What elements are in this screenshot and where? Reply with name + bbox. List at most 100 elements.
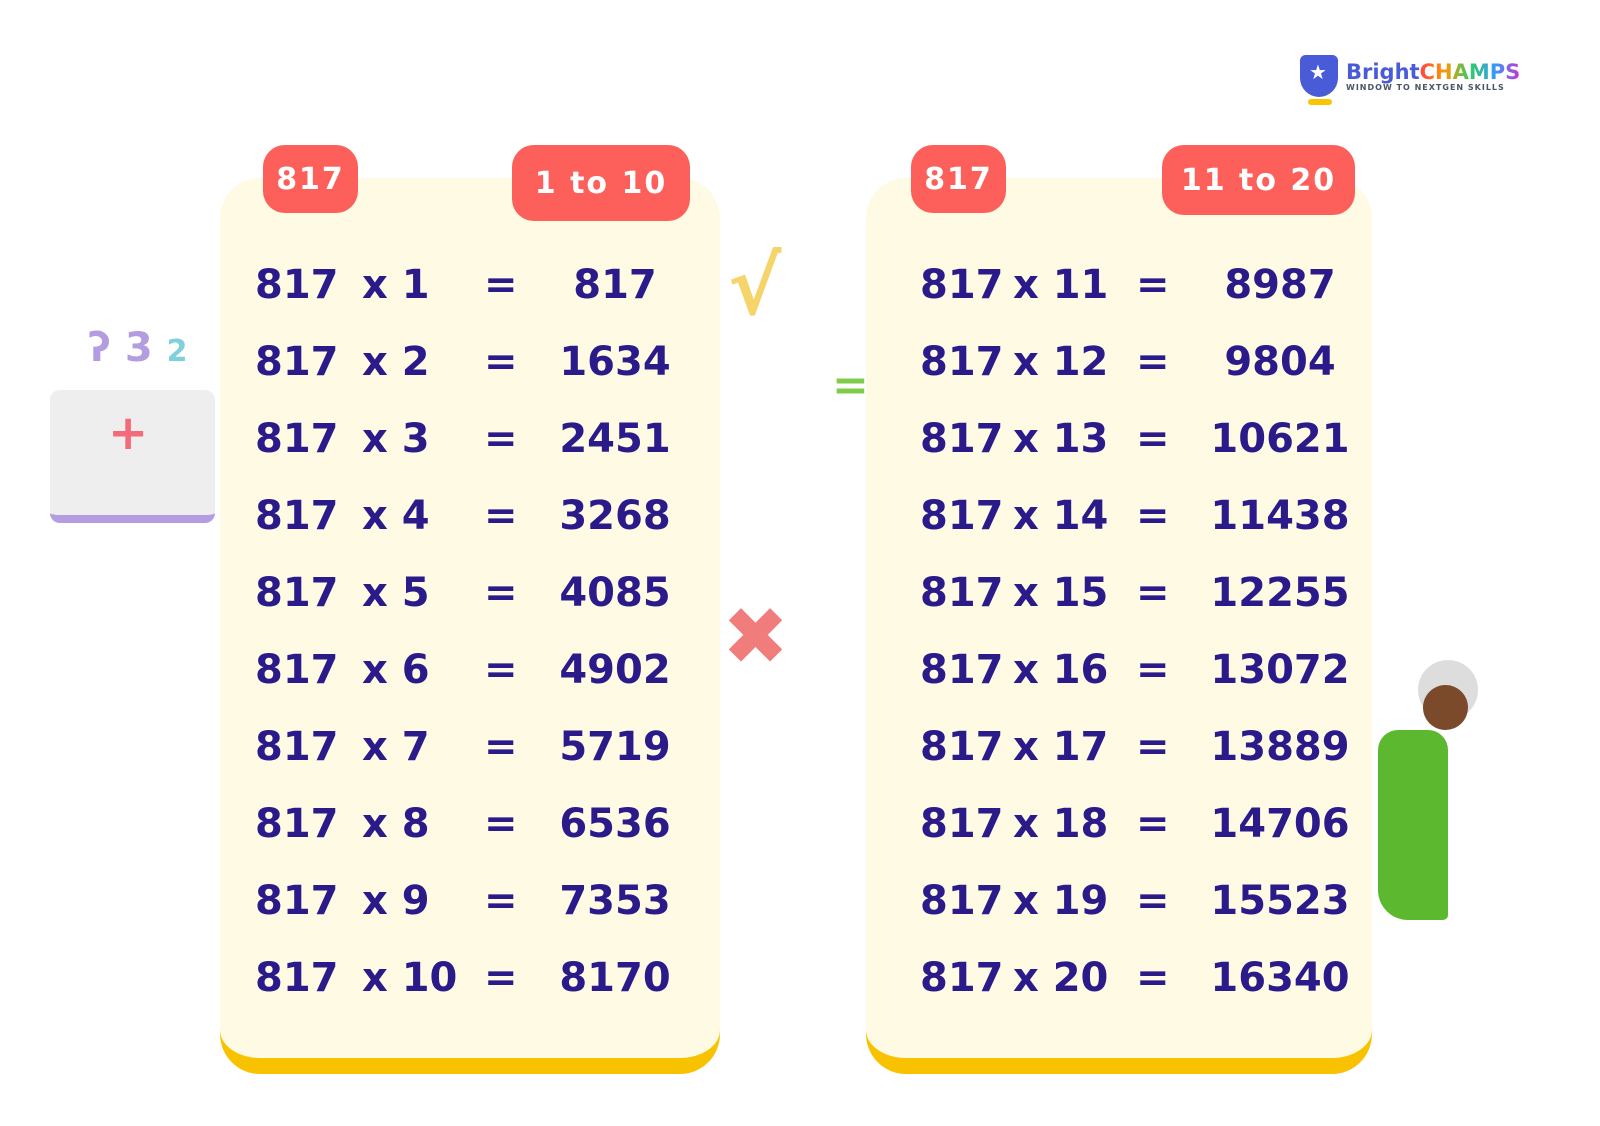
equals-sign: = bbox=[1136, 801, 1170, 847]
equals-sign: = bbox=[1136, 339, 1170, 385]
equals-sign: = bbox=[484, 262, 518, 308]
base-number: 817 bbox=[920, 647, 1004, 693]
table-row: 817 x 4 = 3268 bbox=[0, 493, 1600, 553]
plus-sign-icon: + bbox=[108, 405, 149, 461]
base-number: 817 bbox=[255, 955, 339, 1001]
product-result: 8170 bbox=[559, 955, 671, 1001]
base-number: 817 bbox=[255, 262, 339, 308]
equals-sign: = bbox=[484, 570, 518, 616]
table-row: 817 x 8 = 6536 bbox=[0, 801, 1600, 861]
base-number: 817 bbox=[920, 955, 1004, 1001]
multiplier: x 3 bbox=[362, 416, 430, 462]
product-result: 7353 bbox=[559, 878, 671, 924]
product-result: 6536 bbox=[559, 801, 671, 847]
equals-sign: = bbox=[1136, 570, 1170, 616]
character-illustration-icon bbox=[1378, 660, 1488, 920]
table-row: 817 x 11 = 8987 bbox=[0, 262, 1600, 322]
table-row: 817 x 14 = 11438 bbox=[0, 493, 1600, 553]
multiplier: x 12 bbox=[1013, 339, 1109, 385]
table-row: 817 x 2 = 1634 bbox=[0, 339, 1600, 399]
product-result: 2451 bbox=[559, 416, 671, 462]
table-card bbox=[866, 178, 1372, 1070]
table-row: 817 x 19 = 15523 bbox=[0, 878, 1600, 938]
multiplier: x 4 bbox=[362, 493, 430, 539]
multiplier: x 2 bbox=[362, 339, 430, 385]
equals-sign: = bbox=[1136, 262, 1170, 308]
base-number: 817 bbox=[255, 801, 339, 847]
base-number: 817 bbox=[255, 493, 339, 539]
product-result: 12255 bbox=[1210, 570, 1350, 616]
base-number: 817 bbox=[920, 339, 1004, 385]
product-result: 3268 bbox=[559, 493, 671, 539]
equals-sign: = bbox=[484, 493, 518, 539]
multiplier: x 8 bbox=[362, 801, 430, 847]
product-result: 11438 bbox=[1210, 493, 1350, 539]
base-number: 817 bbox=[255, 339, 339, 385]
table-row: 817 x 6 = 4902 bbox=[0, 647, 1600, 707]
table-row: 817 x 13 = 10621 bbox=[0, 416, 1600, 476]
base-number: 817 bbox=[920, 570, 1004, 616]
table-row: 817 x 12 = 9804 bbox=[0, 339, 1600, 399]
multiplier: x 16 bbox=[1013, 647, 1109, 693]
equals-sign: = bbox=[484, 955, 518, 1001]
number-badge: 817 bbox=[263, 145, 358, 213]
table-row: 817 x 5 = 4085 bbox=[0, 570, 1600, 630]
multiplier: x 7 bbox=[362, 724, 430, 770]
equals-sign: = bbox=[1136, 955, 1170, 1001]
checkmark-decoration-icon: √ bbox=[728, 240, 782, 333]
equals-sign: = bbox=[1136, 416, 1170, 462]
product-result: 13072 bbox=[1210, 647, 1350, 693]
equals-sign: = bbox=[484, 416, 518, 462]
number-badge: 817 bbox=[911, 145, 1006, 213]
equals-decoration-icon: = bbox=[832, 360, 869, 411]
multiplier: x 11 bbox=[1013, 262, 1109, 308]
multiplier: x 20 bbox=[1013, 955, 1109, 1001]
range-badge: 1 to 10 bbox=[512, 145, 690, 221]
equals-sign: = bbox=[1136, 724, 1170, 770]
equals-sign: = bbox=[484, 339, 518, 385]
table-row: 817 x 10 = 8170 bbox=[0, 955, 1600, 1015]
multiplier: x 6 bbox=[362, 647, 430, 693]
product-result: 4085 bbox=[559, 570, 671, 616]
base-number: 817 bbox=[920, 493, 1004, 539]
multiplier: x 9 bbox=[362, 878, 430, 924]
product-result: 1634 bbox=[559, 339, 671, 385]
brand-name-part1: Bright bbox=[1346, 59, 1420, 84]
base-number: 817 bbox=[255, 570, 339, 616]
table-row: 817 x 18 = 14706 bbox=[0, 801, 1600, 861]
brightchamps-logo: BrightCHAMPS WINDOW TO NEXTGEN SKILLS bbox=[1300, 55, 1520, 105]
table-card bbox=[220, 178, 720, 1070]
shield-star-icon bbox=[1300, 55, 1338, 105]
multiplier: x 14 bbox=[1013, 493, 1109, 539]
base-number: 817 bbox=[920, 724, 1004, 770]
product-result: 14706 bbox=[1210, 801, 1350, 847]
table-row: 817 x 17 = 13889 bbox=[0, 724, 1600, 784]
product-result: 817 bbox=[573, 262, 657, 308]
range-badge: 11 to 20 bbox=[1162, 145, 1355, 215]
base-number: 817 bbox=[255, 878, 339, 924]
table-row: 817 x 3 = 2451 bbox=[0, 416, 1600, 476]
base-number: 817 bbox=[255, 647, 339, 693]
table-row: 817 x 16 = 13072 bbox=[0, 647, 1600, 707]
multiply-decoration-icon: ✖ bbox=[722, 590, 790, 683]
product-result: 16340 bbox=[1210, 955, 1350, 1001]
equals-sign: = bbox=[1136, 878, 1170, 924]
product-result: 4902 bbox=[559, 647, 671, 693]
table-row: 817 x 9 = 7353 bbox=[0, 878, 1600, 938]
base-number: 817 bbox=[920, 262, 1004, 308]
product-result: 10621 bbox=[1210, 416, 1350, 462]
equals-sign: = bbox=[484, 724, 518, 770]
multiplier: x 17 bbox=[1013, 724, 1109, 770]
table-row: 817 x 1 = 817 bbox=[0, 262, 1600, 322]
equals-sign: = bbox=[1136, 647, 1170, 693]
multiplier: x 5 bbox=[362, 570, 430, 616]
multiplier: x 1 bbox=[362, 262, 430, 308]
book-illustration-icon bbox=[50, 390, 215, 523]
brand-tagline: WINDOW TO NEXTGEN SKILLS bbox=[1346, 82, 1505, 92]
product-result: 13889 bbox=[1210, 724, 1350, 770]
product-result: 15523 bbox=[1210, 878, 1350, 924]
product-result: 9804 bbox=[1224, 339, 1336, 385]
equals-sign: = bbox=[484, 801, 518, 847]
multiplier: x 15 bbox=[1013, 570, 1109, 616]
equals-sign: = bbox=[484, 647, 518, 693]
